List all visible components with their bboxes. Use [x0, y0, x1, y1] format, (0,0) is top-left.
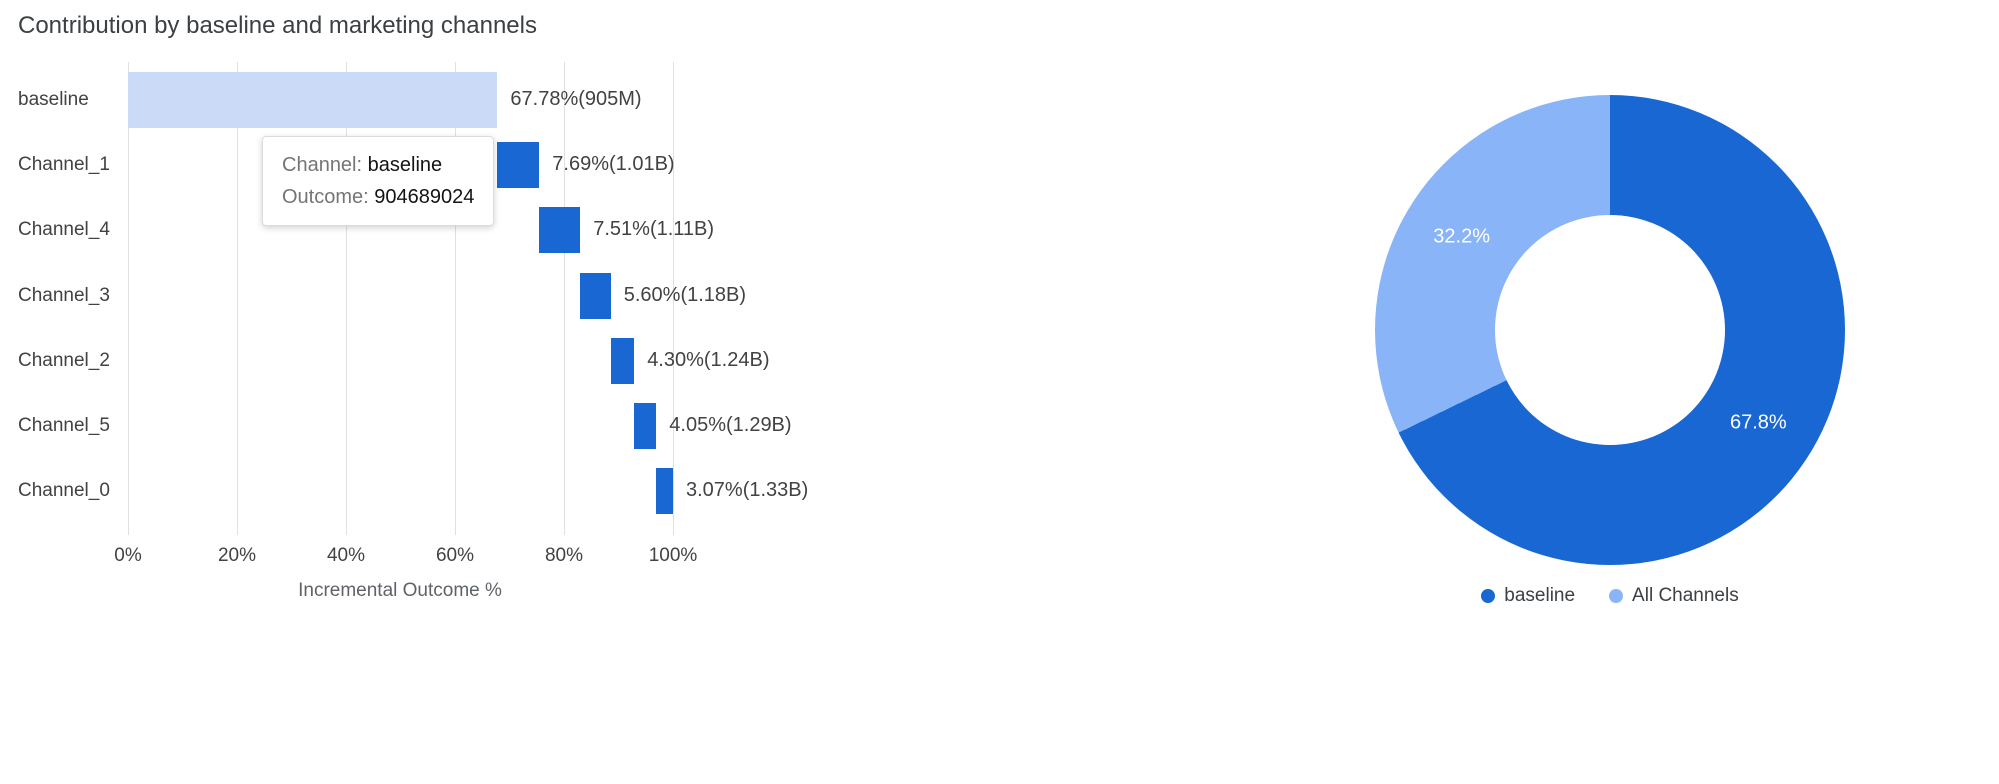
tooltip-outcome-row: Outcome: 904689024 — [282, 181, 474, 213]
legend-dot — [1609, 589, 1624, 603]
donut-legend: baseline All Channels — [1330, 585, 1890, 607]
waterfall-bar-Channel_3[interactable] — [580, 272, 611, 319]
waterfall-bar-baseline[interactable] — [128, 72, 498, 128]
waterfall-bar-Channel_1[interactable] — [497, 142, 540, 189]
donut-ring[interactable] — [1375, 95, 1845, 565]
tooltip-channel-value: baseline — [367, 154, 443, 176]
x-tick-label: 80% — [544, 545, 584, 566]
bar-value-label: 7.69%(1.01B) — [552, 153, 675, 176]
legend-dot — [1481, 589, 1496, 603]
bar-value-label: 67.78%(905M) — [510, 88, 642, 110]
legend-label: All Channels — [1632, 585, 1739, 606]
waterfall-bar-Channel_2[interactable] — [610, 337, 635, 384]
category-label-Channel_4: Channel_4 — [18, 219, 110, 241]
x-tick-label: 40% — [326, 545, 366, 566]
x-tick-label: 20% — [217, 545, 257, 566]
category-label-Channel_1: Channel_1 — [18, 154, 110, 176]
bar-value-label: 4.05%(1.29B) — [669, 413, 792, 436]
tooltip-channel-key: Channel: — [282, 154, 363, 176]
gridline — [237, 62, 238, 535]
legend-item-baseline[interactable]: baseline — [1481, 585, 1575, 607]
gridline — [346, 62, 347, 535]
bar-value-label: 7.51%(1.11B) — [593, 218, 715, 241]
chart-title: Contribution by baseline and marketing c… — [18, 12, 537, 39]
waterfall-bar-Channel_0[interactable] — [656, 468, 673, 515]
x-tick-label: 0% — [114, 545, 142, 566]
tooltip-outcome-value: 904689024 — [374, 186, 475, 208]
chart-tooltip: Channel: baseline Outcome: 904689024 — [262, 136, 495, 226]
tooltip-outcome-key: Outcome: — [282, 186, 369, 208]
category-label-Channel_3: Channel_3 — [18, 284, 110, 306]
donut-hole — [1495, 215, 1725, 445]
x-axis-title: Incremental Outcome % — [298, 580, 502, 601]
gridline — [128, 62, 129, 535]
slice-label-baseline: 67.8% — [1729, 411, 1787, 434]
bar-value-label: 4.30%(1.24B) — [647, 348, 770, 371]
category-label-Channel_2: Channel_2 — [18, 349, 110, 371]
waterfall-bar-Channel_5[interactable] — [634, 402, 657, 449]
tooltip-channel-row: Channel: baseline — [282, 149, 474, 181]
waterfall-bar-Channel_4[interactable] — [539, 207, 581, 254]
legend-item-all-channels[interactable]: All Channels — [1609, 585, 1739, 607]
gridline — [564, 62, 565, 535]
x-tick-label: 100% — [648, 545, 698, 566]
waterfall-chart: Incremental Outcome % Channel: baseline … — [0, 52, 930, 732]
bar-value-label: 3.07%(1.33B) — [686, 479, 809, 502]
donut-chart: baseline All Channels 67.8% 32.2% — [1330, 60, 1890, 740]
bar-value-label: 5.60%(1.18B) — [623, 283, 747, 306]
category-label-baseline: baseline — [18, 89, 89, 110]
category-label-Channel_5: Channel_5 — [18, 414, 110, 436]
category-label-Channel_0: Channel_0 — [18, 480, 110, 502]
x-tick-label: 60% — [435, 545, 475, 566]
gridline — [673, 62, 674, 535]
slice-label-all-channels: 32.2% — [1433, 225, 1491, 248]
legend-label: baseline — [1504, 585, 1576, 606]
gridline — [455, 62, 456, 535]
